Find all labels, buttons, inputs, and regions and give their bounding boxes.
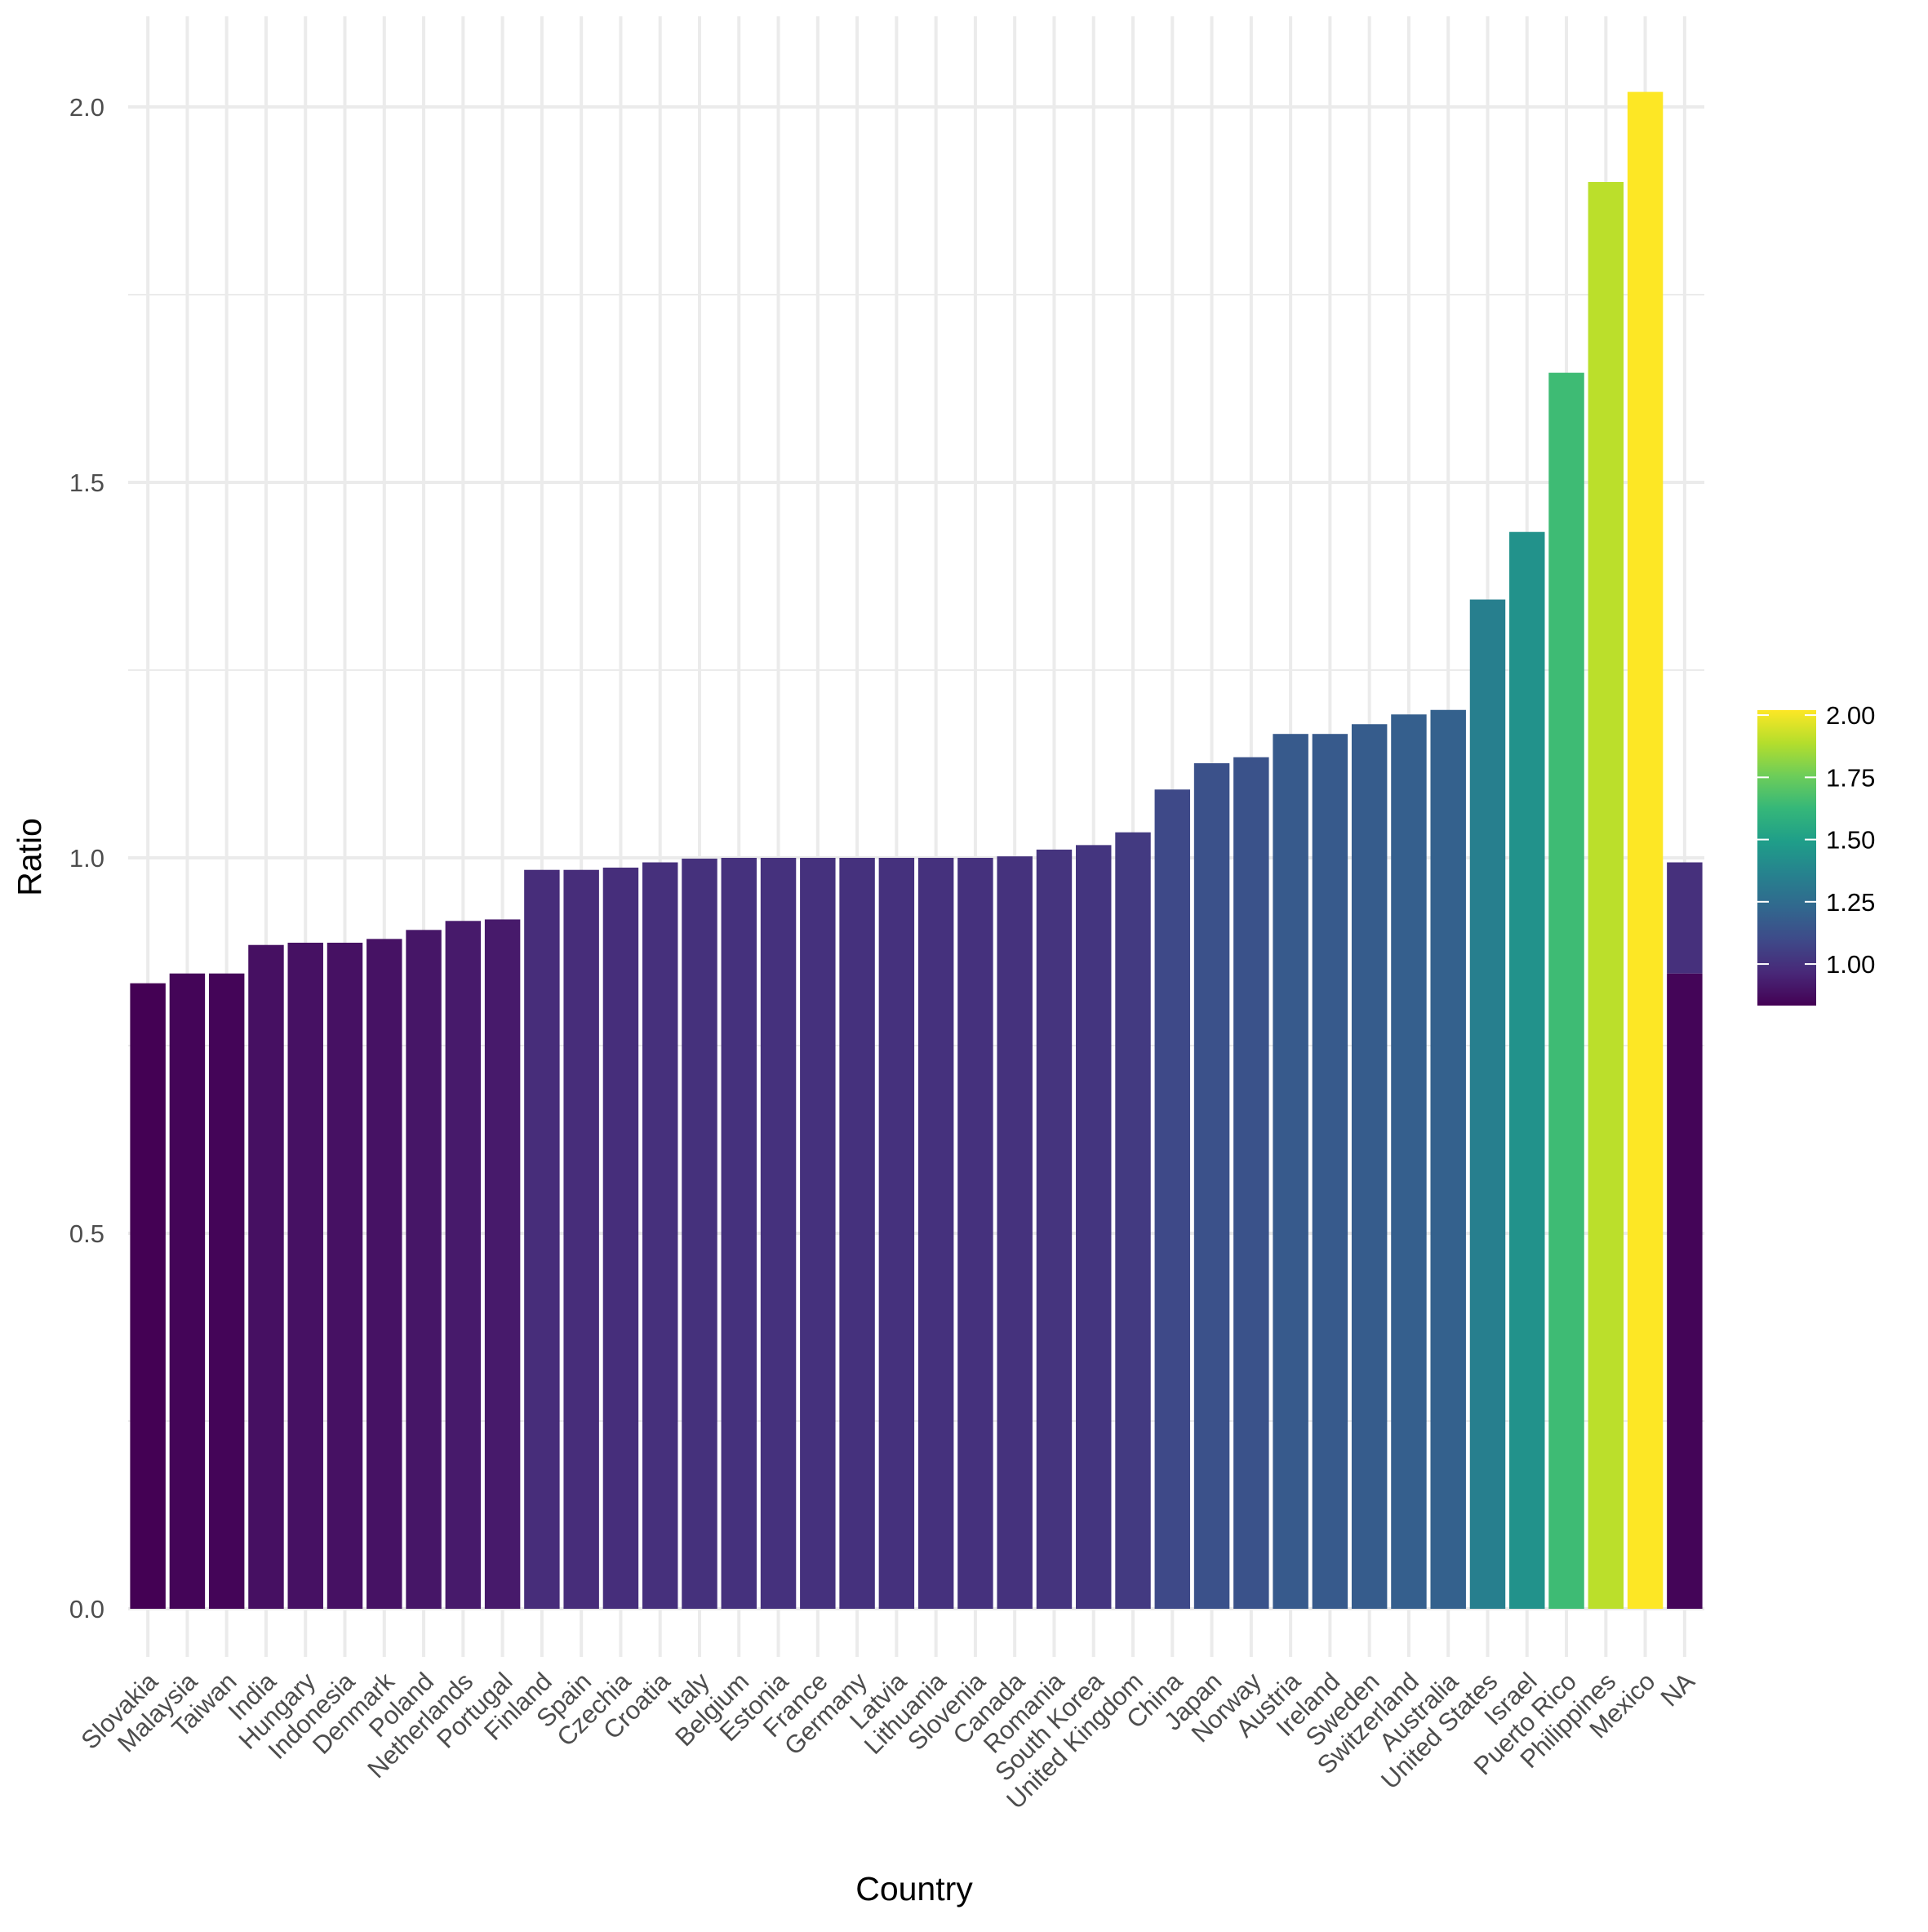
bar: [1351, 724, 1388, 1609]
x-tick-label: NA: [1655, 1667, 1700, 1712]
bar: [917, 858, 954, 1609]
y-axis: 0.0 0.5 1.0 1.5 2.0: [69, 93, 104, 1623]
y-axis-title: Ratio: [11, 818, 48, 896]
color-legend: 1.00 1.25 1.50 1.75 2.00: [1757, 701, 1875, 1006]
bar: [1548, 372, 1584, 1610]
grid: [128, 16, 1704, 1657]
bar: [997, 856, 1033, 1609]
bar: [208, 973, 245, 1609]
x-axis: SlovakiaMalaysiaTaiwanIndiaHungaryIndone…: [75, 1667, 1700, 1814]
bar-segment: [1667, 973, 1703, 1609]
bar: [1273, 734, 1308, 1610]
x-axis-title: Country: [855, 1870, 973, 1908]
bar: [445, 921, 482, 1609]
bar: [682, 858, 717, 1609]
legend-tick-label: 2.00: [1826, 701, 1875, 730]
bars: [130, 91, 1703, 1610]
y-tick-label: 0.0: [69, 1595, 104, 1623]
bar: [169, 973, 206, 1609]
bar: [957, 858, 993, 1609]
bar: [1193, 763, 1230, 1609]
bar: [878, 858, 915, 1609]
bar: [327, 942, 363, 1609]
y-tick-label: 0.5: [69, 1219, 104, 1248]
bar: [484, 919, 521, 1609]
bar: [1469, 599, 1506, 1609]
bar: [800, 858, 836, 1609]
bar: [642, 862, 678, 1609]
y-tick-label: 1.5: [69, 469, 104, 497]
bar: [366, 939, 402, 1609]
bar: [1312, 734, 1348, 1610]
bar: [1627, 91, 1664, 1610]
bar: [563, 869, 599, 1609]
bar: [1233, 757, 1269, 1609]
bar: [130, 983, 166, 1609]
legend-tick-label: 1.00: [1826, 950, 1875, 979]
y-tick-label: 1.0: [69, 844, 104, 873]
legend-tick-label: 1.25: [1826, 888, 1875, 917]
legend-tick-label: 1.75: [1826, 763, 1875, 792]
bar: [760, 858, 797, 1609]
bar: [1430, 709, 1466, 1609]
bar: [721, 858, 757, 1609]
bar: [287, 942, 323, 1609]
legend-tick-label: 1.50: [1826, 826, 1875, 855]
bar: [248, 944, 284, 1609]
bar: [524, 869, 560, 1609]
bar: [1391, 714, 1427, 1609]
bar: [1036, 849, 1073, 1609]
bar: [1154, 789, 1191, 1609]
bar: [839, 858, 875, 1609]
bar: [406, 930, 442, 1609]
bar: [602, 867, 639, 1609]
bar: [1076, 845, 1112, 1609]
legend-colorbar: [1757, 710, 1816, 1006]
bar: [1588, 182, 1624, 1609]
y-tick-label: 2.0: [69, 93, 104, 122]
bar: [1115, 832, 1151, 1609]
bar-segment: [1667, 862, 1703, 974]
bar: [1509, 531, 1545, 1609]
